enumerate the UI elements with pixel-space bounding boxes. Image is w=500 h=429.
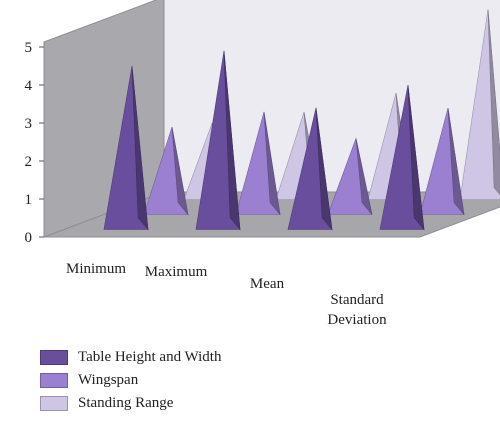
pyramid-face-side [131, 66, 149, 231]
legend-swatch [40, 373, 68, 388]
y-tick-label: 4 [25, 78, 33, 94]
pyramid-face-side [355, 138, 373, 215]
pyramid-bar [327, 137, 373, 215]
pyramid-bar [287, 107, 333, 231]
pyramid-chart: 0 1 2 3 4 5 Minimum Maximum Mean Standard Deviati… [25, 0, 500, 328]
pyramid-face-side [223, 50, 241, 231]
pyramid-bar [195, 50, 241, 231]
x-tick-label: Minimum [66, 261, 126, 277]
legend-swatch [40, 350, 68, 365]
x-tick-label: Maximum [145, 264, 208, 280]
pyramid-bar [419, 108, 465, 216]
legend-swatch [40, 396, 68, 411]
chart-marks [103, 9, 500, 231]
pyramid-bar [235, 111, 281, 216]
y-tick-label: 3 [25, 116, 33, 132]
x-tick-label: Standard Deviation [327, 292, 387, 328]
pyramid-bar [379, 85, 425, 231]
legend: Table Height and Width Wingspan Standing… [40, 346, 221, 415]
legend-item-table-height-and-width: Table Height and Width [40, 346, 221, 369]
y-axis: 0 1 2 3 4 5 [25, 40, 44, 246]
y-tick-label: 1 [25, 192, 33, 208]
pyramid-bar [103, 66, 149, 231]
pyramid-face-side [407, 85, 425, 231]
pyramid-bar [459, 9, 500, 200]
pyramid-face-side [263, 111, 281, 216]
pyramid-face-side [487, 9, 500, 196]
pyramid-bar [143, 127, 189, 216]
x-tick-label: Mean [250, 276, 285, 292]
legend-label: Standing Range [78, 395, 174, 411]
y-tick-label: 2 [25, 154, 33, 170]
y-tick-label: 5 [25, 40, 33, 56]
legend-item-wingspan: Wingspan [40, 369, 221, 392]
legend-item-standing-range: Standing Range [40, 392, 221, 415]
legend-label: Wingspan [78, 372, 139, 388]
x-axis: Minimum Maximum Mean Standard Deviation [66, 261, 387, 328]
pyramid-face-side [171, 127, 189, 216]
pyramid-face-side [315, 107, 333, 231]
legend-label: Table Height and Width [78, 349, 222, 365]
y-tick-label: 0 [25, 230, 33, 246]
pyramid-face-side [447, 108, 465, 216]
